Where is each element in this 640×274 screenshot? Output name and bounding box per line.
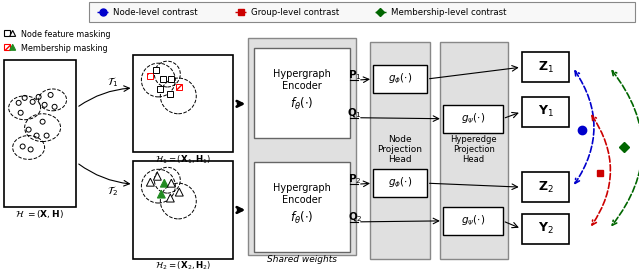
Bar [4,44,10,50]
Bar [248,38,356,255]
Bar [133,161,233,259]
Text: $\mathcal{H}_2=(\mathbf{X}_2,\mathbf{H}_2)$: $\mathcal{H}_2=(\mathbf{X}_2,\mathbf{H}_… [155,259,212,272]
Text: Membership-level contrast: Membership-level contrast [391,8,506,17]
Text: Shared weights: Shared weights [267,255,337,264]
Bar [370,42,430,259]
Text: $f_{\theta}(\cdot)$: $f_{\theta}(\cdot)$ [291,96,314,112]
Bar [254,162,350,252]
Bar [154,67,159,73]
Bar [373,65,427,93]
Bar [373,169,427,197]
Bar [522,172,570,202]
Text: $g_{\psi}(\cdot)$: $g_{\psi}(\cdot)$ [461,112,484,126]
Text: $g_{\phi}(\cdot)$: $g_{\phi}(\cdot)$ [388,176,412,190]
Text: $f_{\theta}(\cdot)$: $f_{\theta}(\cdot)$ [291,210,314,226]
Text: $\mathbf{Z}_2$: $\mathbf{Z}_2$ [538,179,554,195]
Text: Node-level contrast: Node-level contrast [113,8,198,17]
Bar [133,55,233,152]
Text: $\mathbf{P}_2$: $\mathbf{P}_2$ [348,172,362,186]
Polygon shape [154,172,161,180]
Text: Hypergraph: Hypergraph [273,69,331,79]
Text: $\mathbf{Z}_1$: $\mathbf{Z}_1$ [538,59,554,75]
Text: Head: Head [463,155,484,164]
Text: Projection: Projection [378,145,422,154]
Bar [161,76,166,82]
Text: Node: Node [388,135,412,144]
Text: $\mathcal{T}_1$: $\mathcal{T}_1$ [107,75,118,89]
Bar [4,60,76,207]
Text: Group-level contrast: Group-level contrast [251,8,339,17]
Polygon shape [10,30,15,36]
Text: $\mathbf{Y}_2$: $\mathbf{Y}_2$ [538,221,554,236]
Text: Encoder: Encoder [282,81,322,91]
Bar [522,214,570,244]
Text: $g_{\psi}(\cdot)$: $g_{\psi}(\cdot)$ [461,214,484,228]
Text: Hypergraph: Hypergraph [273,183,331,193]
Bar [4,30,10,36]
Text: $\mathbf{Y}_1$: $\mathbf{Y}_1$ [538,104,554,119]
Polygon shape [166,194,174,202]
Bar [522,97,570,127]
Bar [88,2,636,22]
Polygon shape [157,190,165,198]
Text: $\mathcal{H}\ =(\mathbf{X},\mathbf{H})$: $\mathcal{H}\ =(\mathbf{X},\mathbf{H})$ [15,208,64,220]
Text: $\mathbf{Q}_2$: $\mathbf{Q}_2$ [348,210,362,224]
Polygon shape [10,44,15,50]
Bar [157,86,163,92]
Bar [254,48,350,138]
FancyArrowPatch shape [612,71,640,225]
Polygon shape [175,188,183,196]
Polygon shape [147,178,154,186]
Polygon shape [161,179,168,187]
Bar [176,84,182,90]
Text: $\mathbf{Q}_1$: $\mathbf{Q}_1$ [348,106,362,119]
Bar [168,76,174,82]
Text: $\mathbf{P}_1$: $\mathbf{P}_1$ [348,68,362,82]
Bar [443,105,502,133]
Text: Projection: Projection [452,145,495,154]
Text: Membership masking: Membership masking [20,44,108,53]
Text: Head: Head [388,155,412,164]
Text: $g_{\phi}(\cdot)$: $g_{\phi}(\cdot)$ [388,72,412,86]
Text: $\mathcal{T}_2$: $\mathcal{T}_2$ [107,184,118,198]
Text: Encoder: Encoder [282,195,322,205]
FancyArrowPatch shape [575,71,594,183]
Bar [147,73,154,79]
Text: Hyperedge: Hyperedge [451,135,497,144]
Polygon shape [167,179,175,187]
Text: $\mathcal{H}_1=(\mathbf{X}_1,\mathbf{H}_1)$: $\mathcal{H}_1=(\mathbf{X}_1,\mathbf{H}_… [155,153,212,165]
FancyArrowPatch shape [592,116,611,225]
Bar [440,42,508,259]
Text: Node feature masking: Node feature masking [20,30,110,39]
Bar [443,207,502,235]
Bar [167,91,173,97]
Bar [522,52,570,82]
